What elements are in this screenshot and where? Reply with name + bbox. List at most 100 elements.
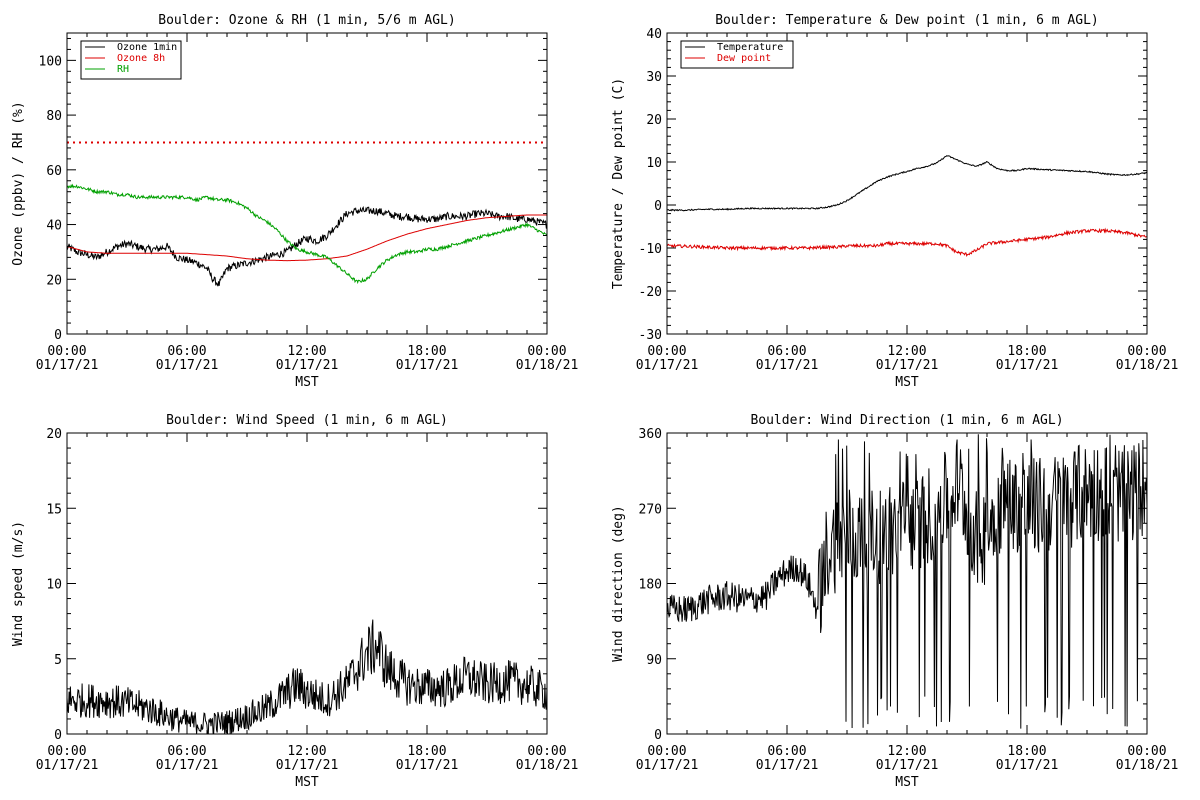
x-tick-label-date: 01/17/21 [396, 358, 459, 373]
chart-temp-dew: Boulder: Temperature & Dew point (1 min,… [611, 13, 1178, 390]
y-tick-label: 10 [46, 578, 62, 593]
x-tick-label-time: 00:00 [47, 344, 86, 359]
series-line-data [67, 619, 547, 734]
y-tick-label: -20 [639, 285, 662, 300]
x-tick-label-time: 12:00 [287, 744, 326, 759]
y-tick-label: 90 [646, 653, 662, 668]
y-tick-label: 0 [54, 328, 62, 343]
y-tick-label: 80 [46, 109, 62, 124]
chart-wind-speed: Boulder: Wind Speed (1 min, 6 m AGL) 0 5 10… [11, 413, 578, 790]
legend-entry: Ozone 1min [117, 42, 177, 53]
chart-title: Boulder: Wind Speed (1 min, 6 m AGL) [166, 413, 448, 428]
legend-entry: RH [117, 64, 129, 75]
x-tick-label-date: 01/18/21 [1116, 358, 1179, 373]
plot-area [67, 619, 547, 734]
series-line-rh [67, 183, 547, 285]
x-axis-label: MST [295, 375, 319, 390]
y-tick-label: 20 [46, 273, 62, 288]
y-tick-label: 60 [46, 164, 62, 179]
legend-entry: Dew point [717, 53, 771, 64]
x-tick-label-date: 01/17/21 [36, 358, 99, 373]
x-tick-label-time: 00:00 [1127, 344, 1166, 359]
series-line-dew-point [667, 227, 1147, 257]
y-tick-label: 180 [639, 578, 662, 593]
x-tick-label-time: 12:00 [287, 344, 326, 359]
plot-area [667, 155, 1147, 257]
y-tick-label: 10 [646, 156, 662, 171]
y-tick-label: 0 [654, 728, 662, 743]
x-tick-label-time: 00:00 [1127, 744, 1166, 759]
x-tick-label-time: 00:00 [527, 344, 566, 359]
x-tick-label-date: 01/17/21 [876, 358, 939, 373]
x-tick-label-time: 12:00 [887, 744, 926, 759]
x-tick-label-date: 01/17/21 [996, 758, 1059, 773]
y-tick-label: 0 [654, 199, 662, 214]
chart-title: Boulder: Wind Direction (1 min, 6 m AGL) [750, 413, 1063, 428]
x-tick-label-time: 00:00 [647, 744, 686, 759]
x-tick-label-time: 00:00 [47, 744, 86, 759]
x-tick-label-date: 01/18/21 [1116, 758, 1179, 773]
x-tick-label-date: 01/17/21 [636, 358, 699, 373]
plot-area [667, 434, 1147, 729]
x-tick-label-date: 01/17/21 [756, 758, 819, 773]
x-tick-label-date: 01/17/21 [756, 358, 819, 373]
x-axis-label: MST [295, 775, 319, 790]
x-tick-label-date: 01/17/21 [396, 758, 459, 773]
y-axis-label: Wind direction (deg) [611, 505, 626, 662]
series-line-data [667, 434, 1147, 729]
y-tick-label: 0 [54, 728, 62, 743]
y-tick-label: 30 [646, 70, 662, 85]
legend-box [680, 40, 794, 69]
x-tick-label-date: 01/17/21 [156, 358, 219, 373]
series-line-temperature [667, 155, 1147, 212]
y-tick-label: 40 [46, 219, 62, 234]
x-tick-label-date: 01/17/21 [876, 758, 939, 773]
series-line-ozone-1min [67, 205, 547, 287]
y-axis-label: Temperature / Dew point (C) [611, 78, 626, 289]
y-tick-label: 360 [639, 427, 662, 442]
y-tick-label: 20 [46, 427, 62, 442]
x-tick-label-time: 06:00 [167, 344, 206, 359]
y-tick-label: 20 [646, 113, 662, 128]
plot-frame [666, 32, 1148, 335]
y-tick-label: 270 [639, 502, 662, 517]
x-tick-label-time: 12:00 [887, 344, 926, 359]
y-tick-label: 15 [46, 502, 62, 517]
chart-title: Boulder: Temperature & Dew point (1 min,… [715, 13, 1099, 28]
y-tick-label: -10 [639, 242, 662, 257]
x-tick-label-date: 01/18/21 [516, 758, 579, 773]
x-tick-label-time: 18:00 [407, 344, 446, 359]
x-tick-label-time: 18:00 [407, 744, 446, 759]
legend-entry: Ozone 8h [117, 53, 165, 64]
x-tick-label-time: 06:00 [167, 744, 206, 759]
y-tick-label: 40 [646, 27, 662, 42]
x-tick-label-date: 01/18/21 [516, 358, 579, 373]
x-tick-label-date: 01/17/21 [276, 358, 339, 373]
x-tick-label-time: 06:00 [767, 744, 806, 759]
plot-area [67, 141, 547, 287]
chart-ozone-rh: Boulder: Ozone & RH (1 min, 5/6 m AGL) 0 2… [11, 13, 578, 390]
x-tick-label-time: 00:00 [527, 744, 566, 759]
y-axis-label: Wind speed (m/s) [11, 521, 26, 646]
legend-entry: Temperature [717, 42, 783, 53]
x-tick-label-date: 01/17/21 [156, 758, 219, 773]
x-tick-label-date: 01/17/21 [276, 758, 339, 773]
x-axis-label: MST [895, 375, 919, 390]
x-axis-label: MST [895, 775, 919, 790]
y-tick-label: 100 [39, 54, 62, 69]
y-axis-label: Ozone (ppbv) / RH (%) [11, 101, 26, 265]
y-tick-label: -30 [639, 328, 662, 343]
x-tick-label-time: 00:00 [647, 344, 686, 359]
series-line-ozone-8h [67, 214, 547, 262]
x-tick-label-time: 06:00 [767, 344, 806, 359]
chart-title: Boulder: Ozone & RH (1 min, 5/6 m AGL) [158, 13, 455, 28]
x-tick-label-date: 01/17/21 [36, 758, 99, 773]
x-tick-label-date: 01/17/21 [636, 758, 699, 773]
x-tick-label-time: 18:00 [1007, 344, 1046, 359]
chart-wind-dir: Boulder: Wind Direction (1 min, 6 m AGL)… [611, 413, 1178, 790]
x-tick-label-time: 18:00 [1007, 744, 1046, 759]
y-tick-label: 5 [54, 653, 62, 668]
